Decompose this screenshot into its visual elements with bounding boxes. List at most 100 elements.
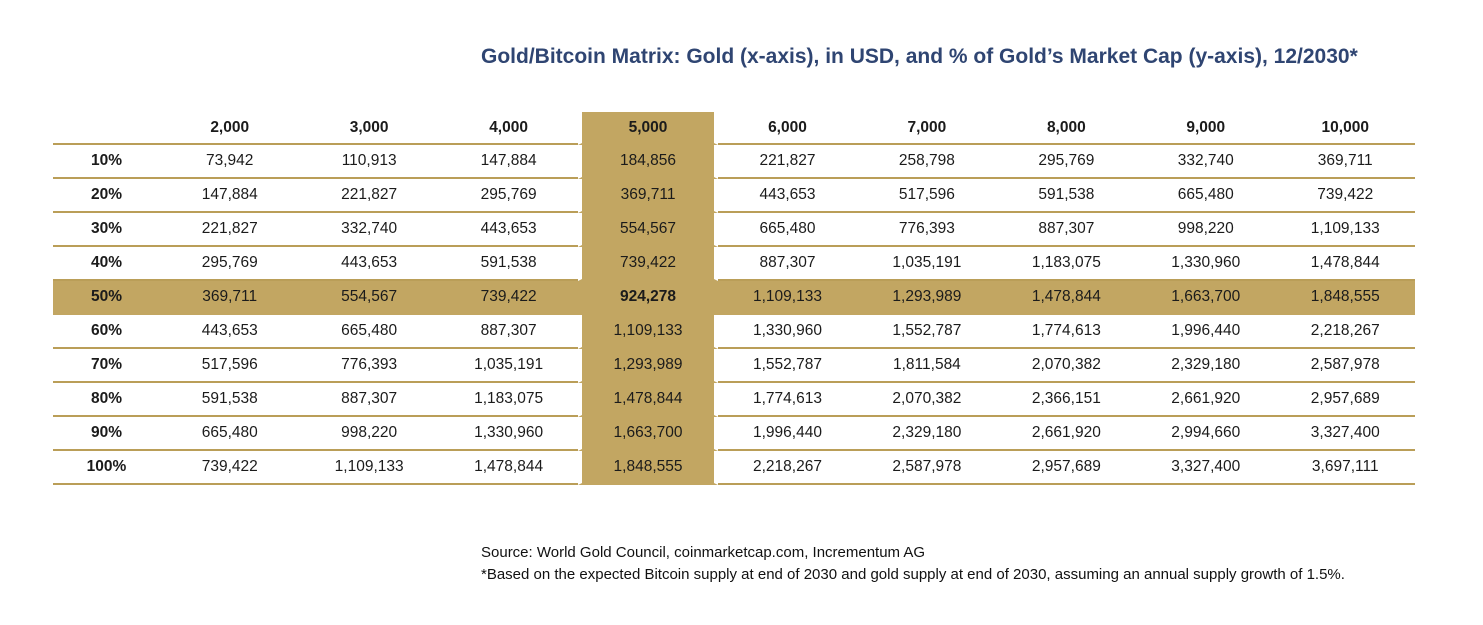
matrix-row: 50% 369,711 554,567 739,422 924,278 1,109,133… [53,281,1415,315]
matrix-cell: 332,740 [1136,145,1276,179]
matrix-cell: 1,811,584 [857,349,997,383]
column-header: 6,000 [717,112,858,145]
matrix-cell: 2,218,267 [717,451,858,485]
page-title: Gold/Bitcoin Matrix: Gold (x-axis), in U… [481,45,1358,68]
matrix-cell: 443,653 [717,179,858,213]
matrix-cell: 2,366,151 [996,383,1137,417]
matrix-cell: 369,711 [1275,145,1415,179]
matrix-cell: 1,663,700 [1136,281,1276,315]
matrix-cell: 665,480 [1136,179,1276,213]
matrix-cell: 2,661,920 [996,417,1137,451]
matrix-cell: 1,774,613 [717,383,858,417]
matrix-cell: 887,307 [299,383,439,417]
source-text: Source: World Gold Council, coinmarketca… [481,544,926,561]
matrix-row: 80% 591,538 887,307 1,183,075 1,478,844 1,774… [53,383,1415,417]
matrix-cell: 2,070,382 [996,349,1137,383]
matrix-cell: 1,330,960 [717,315,858,349]
matrix-cell: 73,942 [160,145,300,179]
matrix-cell: 3,327,400 [1275,417,1415,451]
matrix-cell: 443,653 [438,213,579,247]
matrix-cell: 3,697,111 [1275,451,1415,485]
matrix-cell: 1,478,844 [1275,247,1415,281]
matrix-row: 30% 221,827 332,740 443,653 554,567 665,480 77… [53,213,1415,247]
matrix-cell: 369,711 [160,281,300,315]
matrix-cell: 554,567 [578,213,718,247]
matrix-cell: 2,218,267 [1275,315,1415,349]
matrix-cell: 2,070,382 [857,383,997,417]
matrix-cell: 1,293,989 [578,349,718,383]
matrix-cell: 1,996,440 [717,417,858,451]
row-label: 90% [53,417,160,451]
matrix-cell: 591,538 [160,383,300,417]
matrix-cell: 3,327,400 [1136,451,1276,485]
matrix-cell: 1,848,555 [578,451,718,485]
matrix-cell: 2,587,978 [857,451,997,485]
row-label: 70% [53,349,160,383]
matrix-cell: 295,769 [160,247,300,281]
matrix-cell: 776,393 [857,213,997,247]
matrix-cell: 665,480 [717,213,858,247]
row-label: 10% [53,145,160,179]
matrix-cell: 517,596 [160,349,300,383]
matrix-cell: 591,538 [996,179,1137,213]
column-header: 10,000 [1275,112,1415,145]
matrix-cell: 332,740 [299,213,439,247]
matrix-cell: 1,035,191 [438,349,579,383]
footnote-text: *Based on the expected Bitcoin supply at… [481,566,1345,583]
matrix-cell: 2,957,689 [996,451,1137,485]
matrix-cell: 1,848,555 [1275,281,1415,315]
matrix-table: 2,000 3,000 4,000 5,000 6,000 7,000 8,000 9,000… [53,112,1415,485]
matrix-header: 2,000 3,000 4,000 5,000 6,000 7,000 8,000 9,000… [53,112,1415,145]
matrix-row: 70% 517,596 776,393 1,035,191 1,293,989 1,552… [53,349,1415,383]
matrix-cell: 1,109,133 [578,315,718,349]
matrix-cell: 1,109,133 [1275,213,1415,247]
matrix-cell: 739,422 [1275,179,1415,213]
column-header: 7,000 [857,112,997,145]
matrix-cell: 2,329,180 [1136,349,1276,383]
matrix-cell: 591,538 [438,247,579,281]
matrix-row: 90% 665,480 998,220 1,330,960 1,663,700 1,996… [53,417,1415,451]
matrix-cell: 1,330,960 [438,417,579,451]
matrix-cell: 739,422 [578,247,718,281]
matrix-cell: 443,653 [160,315,300,349]
matrix-cell: 887,307 [996,213,1137,247]
matrix-cell: 221,827 [717,145,858,179]
matrix-cell: 665,480 [299,315,439,349]
matrix-cell: 1,774,613 [996,315,1137,349]
column-header: 4,000 [438,112,579,145]
matrix-cell: 1,552,787 [857,315,997,349]
matrix-cell: 1,478,844 [438,451,579,485]
matrix-cell: 369,711 [578,179,718,213]
matrix-cell: 665,480 [160,417,300,451]
matrix-cell: 2,661,920 [1136,383,1276,417]
matrix-cell: 1,663,700 [578,417,718,451]
matrix-cell: 739,422 [160,451,300,485]
matrix-row: 20% 147,884 221,827 295,769 369,711 443,653 51… [53,179,1415,213]
column-header: 9,000 [1136,112,1276,145]
matrix-cell: 998,220 [299,417,439,451]
matrix-row: 10% 73,942 110,913 147,884 184,856 221,827 258… [53,145,1415,179]
matrix-row: 100% 739,422 1,109,133 1,478,844 1,848,555 2,… [53,451,1415,485]
row-label: 60% [53,315,160,349]
matrix-cell: 1,996,440 [1136,315,1276,349]
matrix-cell: 739,422 [438,281,579,315]
footer: Source: World Gold Council, coinmarketca… [481,542,1391,586]
row-label: 80% [53,383,160,417]
matrix-cell: 887,307 [438,315,579,349]
matrix-cell: 258,798 [857,145,997,179]
matrix-cell: 1,478,844 [578,383,718,417]
column-header: 8,000 [996,112,1137,145]
matrix-cell: 443,653 [299,247,439,281]
row-label: 50% [53,281,160,315]
row-label: 20% [53,179,160,213]
matrix-cell: 1,183,075 [996,247,1137,281]
row-label: 30% [53,213,160,247]
matrix-cell: 2,587,978 [1275,349,1415,383]
matrix-cell: 554,567 [299,281,439,315]
matrix-cell: 887,307 [717,247,858,281]
column-header: 2,000 [160,112,300,145]
matrix-cell: 1,552,787 [717,349,858,383]
matrix-cell: 1,183,075 [438,383,579,417]
matrix-cell: 1,109,133 [299,451,439,485]
